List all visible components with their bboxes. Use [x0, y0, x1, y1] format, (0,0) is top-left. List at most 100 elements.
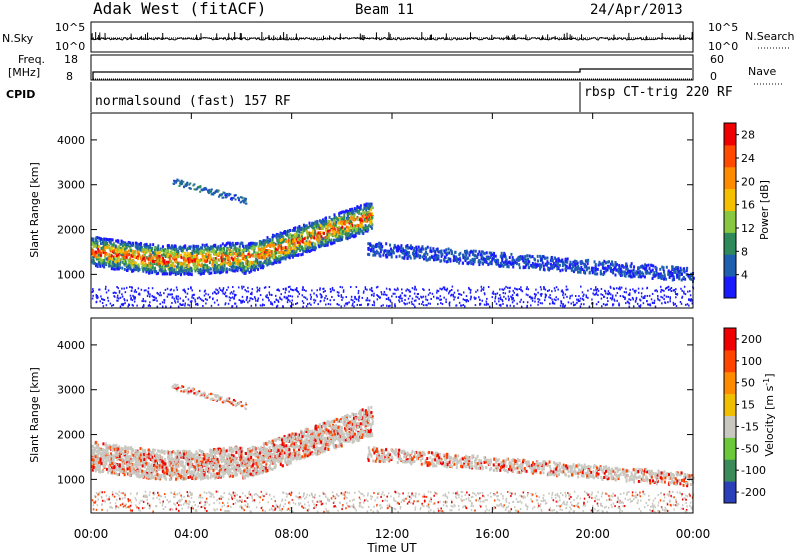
data-cell: [296, 290, 299, 293]
data-cell: [343, 227, 346, 231]
data-cell: [587, 289, 589, 292]
data-cell: [408, 246, 411, 250]
data-cell: [463, 291, 465, 294]
data-cell: [657, 294, 659, 297]
data-cell: [404, 303, 406, 306]
data-cell: [129, 241, 132, 245]
data-cell: [562, 294, 564, 297]
data-cell: [156, 259, 159, 263]
data-cell: [155, 270, 158, 274]
data-cell: [94, 244, 97, 248]
data-cell: [244, 248, 247, 252]
data-cell: [278, 250, 281, 254]
data-cell: [125, 265, 128, 269]
data-cell: [300, 235, 303, 239]
data-cell: [199, 297, 202, 300]
data-cell: [148, 248, 151, 252]
data-cell: [235, 265, 238, 269]
data-cell: [292, 235, 295, 239]
data-cell: [170, 288, 173, 291]
data-cell: [495, 262, 498, 266]
data-cell: [179, 297, 181, 300]
data-cell: [163, 266, 166, 270]
data-cell: [225, 295, 227, 298]
data-cell: [282, 253, 285, 257]
data-cell: [201, 252, 204, 256]
data-cell: [147, 271, 150, 275]
data-cell: [560, 259, 563, 263]
data-cell: [119, 262, 122, 266]
data-cell: [198, 268, 201, 272]
data-cell: [641, 264, 644, 268]
data-cell: [227, 302, 230, 305]
data-cell: [327, 223, 330, 227]
data-cell: [144, 245, 147, 249]
data-cell: [284, 291, 286, 294]
data-cell: [602, 263, 605, 267]
data-cell: [629, 288, 631, 291]
data-cell: [672, 301, 675, 304]
data-cell: [261, 266, 264, 270]
data-cell: [418, 302, 421, 305]
data-cell: [351, 304, 354, 307]
data-cell: [494, 254, 497, 258]
data-cell: [285, 289, 287, 292]
data-cell: [476, 289, 479, 292]
data-cell: [669, 271, 672, 275]
data-cell: [460, 304, 463, 307]
data-cell: [291, 299, 294, 302]
data-cell: [359, 206, 362, 210]
data-cell: [432, 258, 435, 262]
data-cell: [218, 258, 221, 262]
data-cell: [341, 286, 344, 289]
data-cell: [141, 300, 143, 303]
data-cell: [544, 262, 547, 266]
data-cell: [540, 263, 543, 267]
data-cell: [365, 212, 368, 216]
data-cell: [593, 293, 596, 296]
data-cell: [281, 240, 284, 244]
nave-tick-high: 60: [710, 53, 724, 66]
data-cell: [580, 303, 583, 306]
data-cell: [443, 258, 446, 262]
data-cell: [328, 239, 331, 243]
data-cell: [404, 294, 407, 297]
data-cell: [203, 269, 206, 273]
data-cell: [420, 295, 422, 298]
data-cell: [180, 455, 183, 459]
data-cell: [411, 302, 413, 305]
data-cell: [229, 253, 232, 257]
data-cell: [123, 299, 126, 302]
data-cell: [663, 289, 665, 292]
data-cell: [633, 274, 636, 278]
data-cell: [103, 259, 106, 263]
data-cell: [194, 262, 197, 266]
data-cell: [341, 217, 344, 221]
data-cell: [340, 234, 343, 238]
data-cell: [293, 253, 296, 257]
data-cell: [249, 292, 252, 295]
data-cell: [357, 289, 360, 292]
data-cell: [301, 252, 304, 256]
data-cell: [426, 299, 429, 302]
data-cell: [265, 251, 268, 255]
data-cell: [552, 261, 555, 265]
data-cell: [557, 298, 559, 301]
data-cell: [108, 256, 111, 260]
data-cell: [690, 277, 693, 281]
data-cell: [231, 197, 234, 200]
data-cell: [145, 289, 147, 292]
data-cell: [207, 268, 210, 272]
data-cell: [260, 265, 263, 269]
data-cell: [179, 262, 182, 266]
data-cell: [673, 289, 675, 292]
data-cell: [593, 289, 595, 292]
data-cell: [549, 296, 552, 299]
data-cell: [199, 272, 202, 276]
data-cell: [378, 253, 381, 257]
data-cell: [619, 295, 622, 298]
data-cell: [298, 247, 301, 251]
data-cell: [334, 216, 337, 220]
data-cell: [401, 297, 403, 300]
data-cell: [225, 194, 228, 197]
